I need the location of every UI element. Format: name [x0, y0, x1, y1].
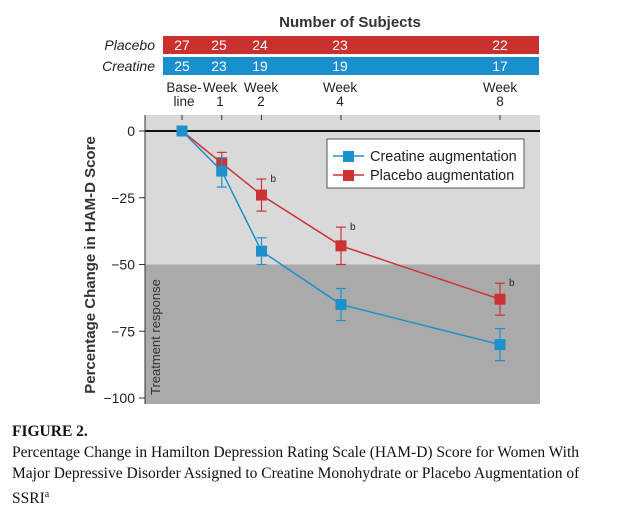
placebo-count: 23	[332, 37, 348, 53]
data-point	[335, 299, 347, 311]
placebo-count-bar	[163, 36, 539, 54]
data-point	[176, 125, 188, 137]
placebo-count: 24	[252, 37, 268, 53]
legend-label-creatine: Creatine augmentation	[370, 149, 517, 165]
y-tick-label: 0	[127, 123, 135, 139]
y-tick-label: −100	[103, 390, 135, 406]
data-point	[494, 339, 506, 351]
week-label-line2: 8	[496, 94, 504, 109]
week-label-line1: Week	[203, 80, 238, 95]
week-label-line1: Week	[323, 80, 358, 95]
legend-marker-placebo	[343, 170, 354, 181]
creatine-count: 19	[332, 58, 348, 74]
legend-label-placebo: Placebo augmentation	[370, 168, 514, 184]
caption-label: FIGURE 2.	[12, 423, 88, 440]
creatine-row-label: Creatine	[102, 58, 155, 74]
data-point	[256, 189, 267, 201]
week-label-line2: 1	[216, 94, 224, 109]
placebo-counts: 27 25 24 23 22	[174, 37, 508, 53]
data-point	[256, 245, 267, 257]
data-point	[216, 165, 228, 177]
treatment-response-label: Treatment response	[148, 279, 163, 395]
legend-marker-creatine	[343, 151, 354, 162]
y-tick-label: −75	[111, 323, 135, 339]
creatine-count-bar	[163, 57, 539, 75]
significance-mark: b	[271, 174, 277, 185]
week-label-line2: 4	[336, 94, 344, 109]
data-point	[494, 293, 506, 305]
placebo-count: 25	[211, 37, 227, 53]
creatine-counts: 25 23 19 19 17	[174, 58, 508, 74]
caption-body: Percentage Change in Hamilton Depression…	[12, 444, 580, 508]
week-label-line2: 2	[257, 94, 265, 109]
significance-mark: b	[350, 222, 356, 233]
y-ticks: 0 −25 −50 −75 −100	[103, 123, 145, 406]
creatine-count: 17	[492, 58, 508, 74]
week-label-line1: Week	[244, 80, 279, 95]
subjects-header: Number of Subjects	[279, 14, 421, 31]
creatine-count: 19	[252, 58, 268, 74]
week-label-line2: line	[173, 94, 194, 109]
series-creatine	[176, 125, 506, 362]
placebo-row-label: Placebo	[104, 37, 155, 53]
week-label-line1: Base-	[166, 80, 201, 95]
y-tick-label: −25	[111, 190, 135, 206]
plot-area: 0 −25 −50 −75 −100 Treatment response b b b Cr…	[103, 115, 540, 406]
x-ticks	[181, 115, 501, 120]
figure: Number of Subjects Placebo Creatine 27 25…	[82, 14, 540, 406]
caption-text: Percentage Change in Hamilton Depression…	[12, 444, 579, 507]
week-label-line1: Week	[483, 80, 518, 95]
treatment-response-band	[145, 264, 540, 404]
y-axis-label: Percentage Change in HAM-D Score	[82, 136, 99, 394]
legend: Creatine augmentation Placebo augmentati…	[326, 138, 525, 189]
caption-footnote-mark: a	[44, 489, 50, 500]
data-point	[335, 240, 347, 252]
significance-mark: b	[509, 278, 515, 289]
creatine-count: 23	[211, 58, 227, 74]
series-layer	[176, 125, 506, 362]
placebo-count: 27	[174, 37, 190, 53]
figure-caption: FIGURE 2. Percentage Change in Hamilton …	[12, 421, 617, 509]
annotations: b b b	[271, 174, 516, 289]
creatine-count: 25	[174, 58, 190, 74]
legend-box	[326, 138, 525, 189]
y-tick-label: −50	[111, 257, 135, 273]
placebo-count: 22	[492, 37, 508, 53]
